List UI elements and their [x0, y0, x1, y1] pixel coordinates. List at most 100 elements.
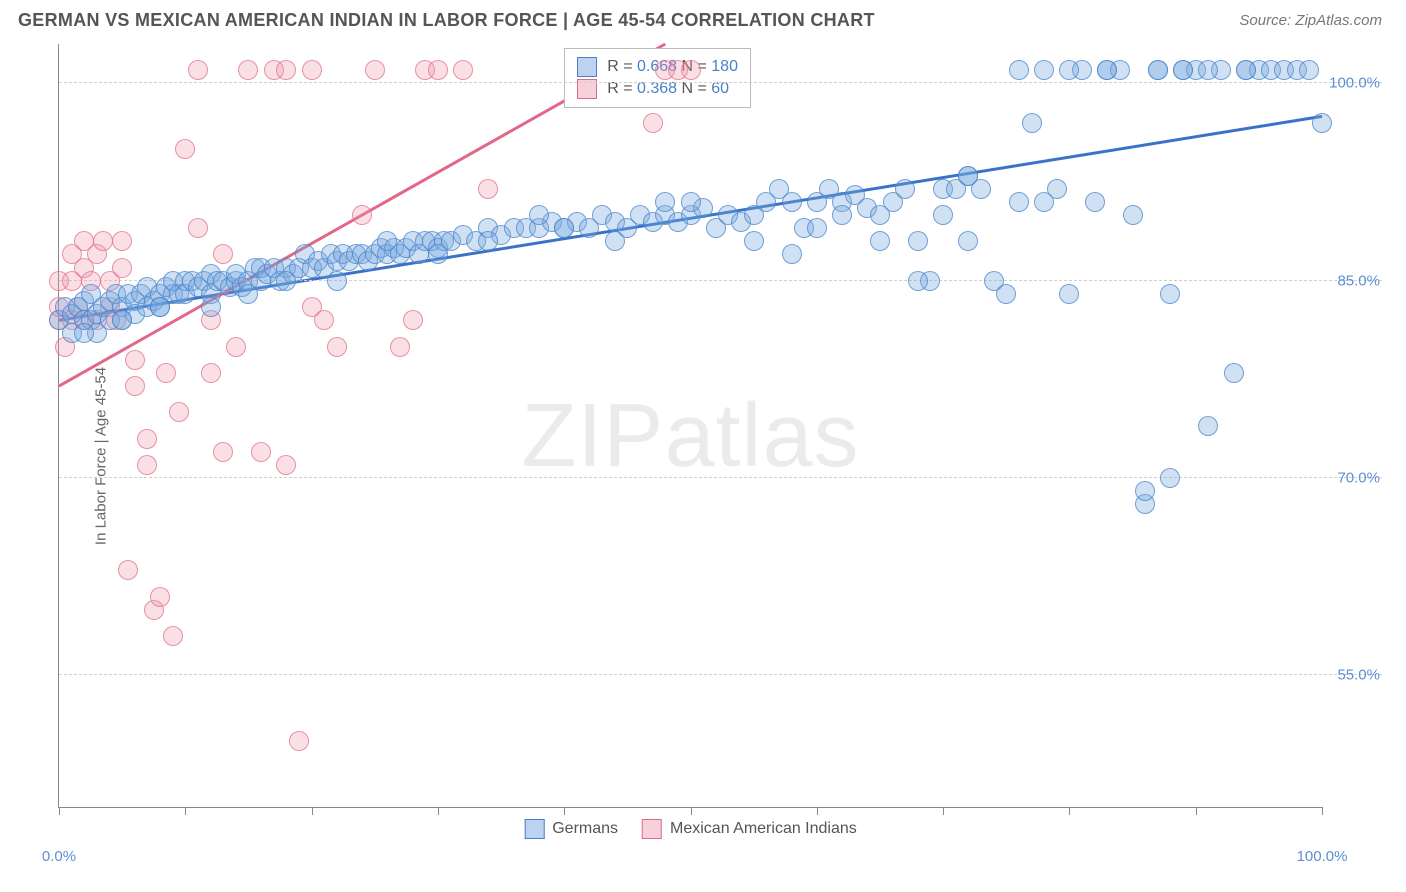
legend-label: Germans — [552, 820, 618, 838]
legend-swatch — [642, 819, 662, 839]
data-point — [1085, 192, 1105, 212]
data-point — [782, 192, 802, 212]
data-point — [327, 337, 347, 357]
data-point — [1022, 113, 1042, 133]
x-tick — [1196, 807, 1197, 815]
data-point — [276, 60, 296, 80]
trend-lines — [59, 44, 1322, 807]
gridline — [59, 82, 1382, 83]
data-point — [365, 60, 385, 80]
data-point — [643, 113, 663, 133]
data-point — [213, 442, 233, 462]
data-point — [213, 244, 233, 264]
data-point — [150, 297, 170, 317]
chart-title: GERMAN VS MEXICAN AMERICAN INDIAN IN LAB… — [18, 10, 875, 31]
data-point — [314, 310, 334, 330]
data-point — [175, 139, 195, 159]
x-tick — [564, 807, 565, 815]
data-point — [289, 731, 309, 751]
gridline — [59, 477, 1382, 478]
data-point — [169, 402, 189, 422]
data-point — [1160, 284, 1180, 304]
y-tick-label: 100.0% — [1329, 75, 1380, 92]
data-point — [655, 192, 675, 212]
data-point — [996, 284, 1016, 304]
data-point — [1034, 60, 1054, 80]
data-point — [74, 323, 94, 343]
data-point — [251, 442, 271, 462]
data-point — [188, 60, 208, 80]
data-point — [782, 244, 802, 264]
data-point — [137, 429, 157, 449]
data-point — [150, 587, 170, 607]
data-point — [478, 231, 498, 251]
data-point — [1236, 60, 1256, 80]
data-point — [226, 337, 246, 357]
bottom-legend: Germans Mexican American Indians — [524, 819, 857, 839]
legend-swatch — [577, 57, 597, 77]
data-point — [352, 205, 372, 225]
stats-legend-box: R = 0.668 N = 180R = 0.368 N = 60 — [564, 48, 751, 108]
data-point — [1224, 363, 1244, 383]
data-point — [453, 60, 473, 80]
x-tick — [312, 807, 313, 815]
data-point — [238, 60, 258, 80]
watermark: ZIPatlas — [521, 384, 859, 487]
data-point — [1059, 60, 1079, 80]
x-tick — [185, 807, 186, 815]
data-point — [681, 192, 701, 212]
data-point — [188, 218, 208, 238]
x-tick — [438, 807, 439, 815]
data-point — [1097, 60, 1117, 80]
legend-item: Mexican American Indians — [642, 819, 857, 839]
x-tick-label: 0.0% — [42, 848, 76, 865]
data-point — [605, 231, 625, 251]
data-point — [93, 231, 113, 251]
data-point — [1123, 205, 1143, 225]
y-tick-label: 55.0% — [1337, 667, 1380, 684]
data-point — [908, 231, 928, 251]
y-tick-label: 70.0% — [1337, 470, 1380, 487]
legend-item: Germans — [524, 819, 618, 839]
data-point — [302, 60, 322, 80]
data-point — [118, 560, 138, 580]
data-point — [895, 179, 915, 199]
data-point — [1009, 60, 1029, 80]
data-point — [1135, 481, 1155, 501]
data-point — [156, 363, 176, 383]
data-point — [933, 205, 953, 225]
x-tick — [943, 807, 944, 815]
x-tick — [691, 807, 692, 815]
data-point — [1299, 60, 1319, 80]
data-point — [478, 179, 498, 199]
source-label: Source: ZipAtlas.com — [1239, 12, 1382, 29]
data-point — [403, 310, 423, 330]
data-point — [1198, 60, 1218, 80]
data-point — [428, 244, 448, 264]
data-point — [1160, 468, 1180, 488]
x-tick — [1069, 807, 1070, 815]
x-tick-label: 100.0% — [1297, 848, 1348, 865]
data-point — [201, 363, 221, 383]
data-point — [1009, 192, 1029, 212]
data-point — [958, 166, 978, 186]
data-point — [832, 205, 852, 225]
data-point — [377, 231, 397, 251]
data-point — [870, 231, 890, 251]
data-point — [807, 218, 827, 238]
data-point — [1034, 192, 1054, 212]
legend-label: Mexican American Indians — [670, 820, 857, 838]
data-point — [125, 350, 145, 370]
data-point — [327, 271, 347, 291]
data-point — [163, 626, 183, 646]
plot-area: ZIPatlas R = 0.668 N = 180R = 0.368 N = … — [58, 44, 1322, 808]
x-tick — [1322, 807, 1323, 815]
data-point — [112, 310, 132, 330]
y-tick-label: 85.0% — [1337, 272, 1380, 289]
x-tick — [817, 807, 818, 815]
data-point — [390, 337, 410, 357]
data-point — [908, 271, 928, 291]
data-point — [744, 231, 764, 251]
data-point — [1173, 60, 1193, 80]
data-point — [276, 271, 296, 291]
